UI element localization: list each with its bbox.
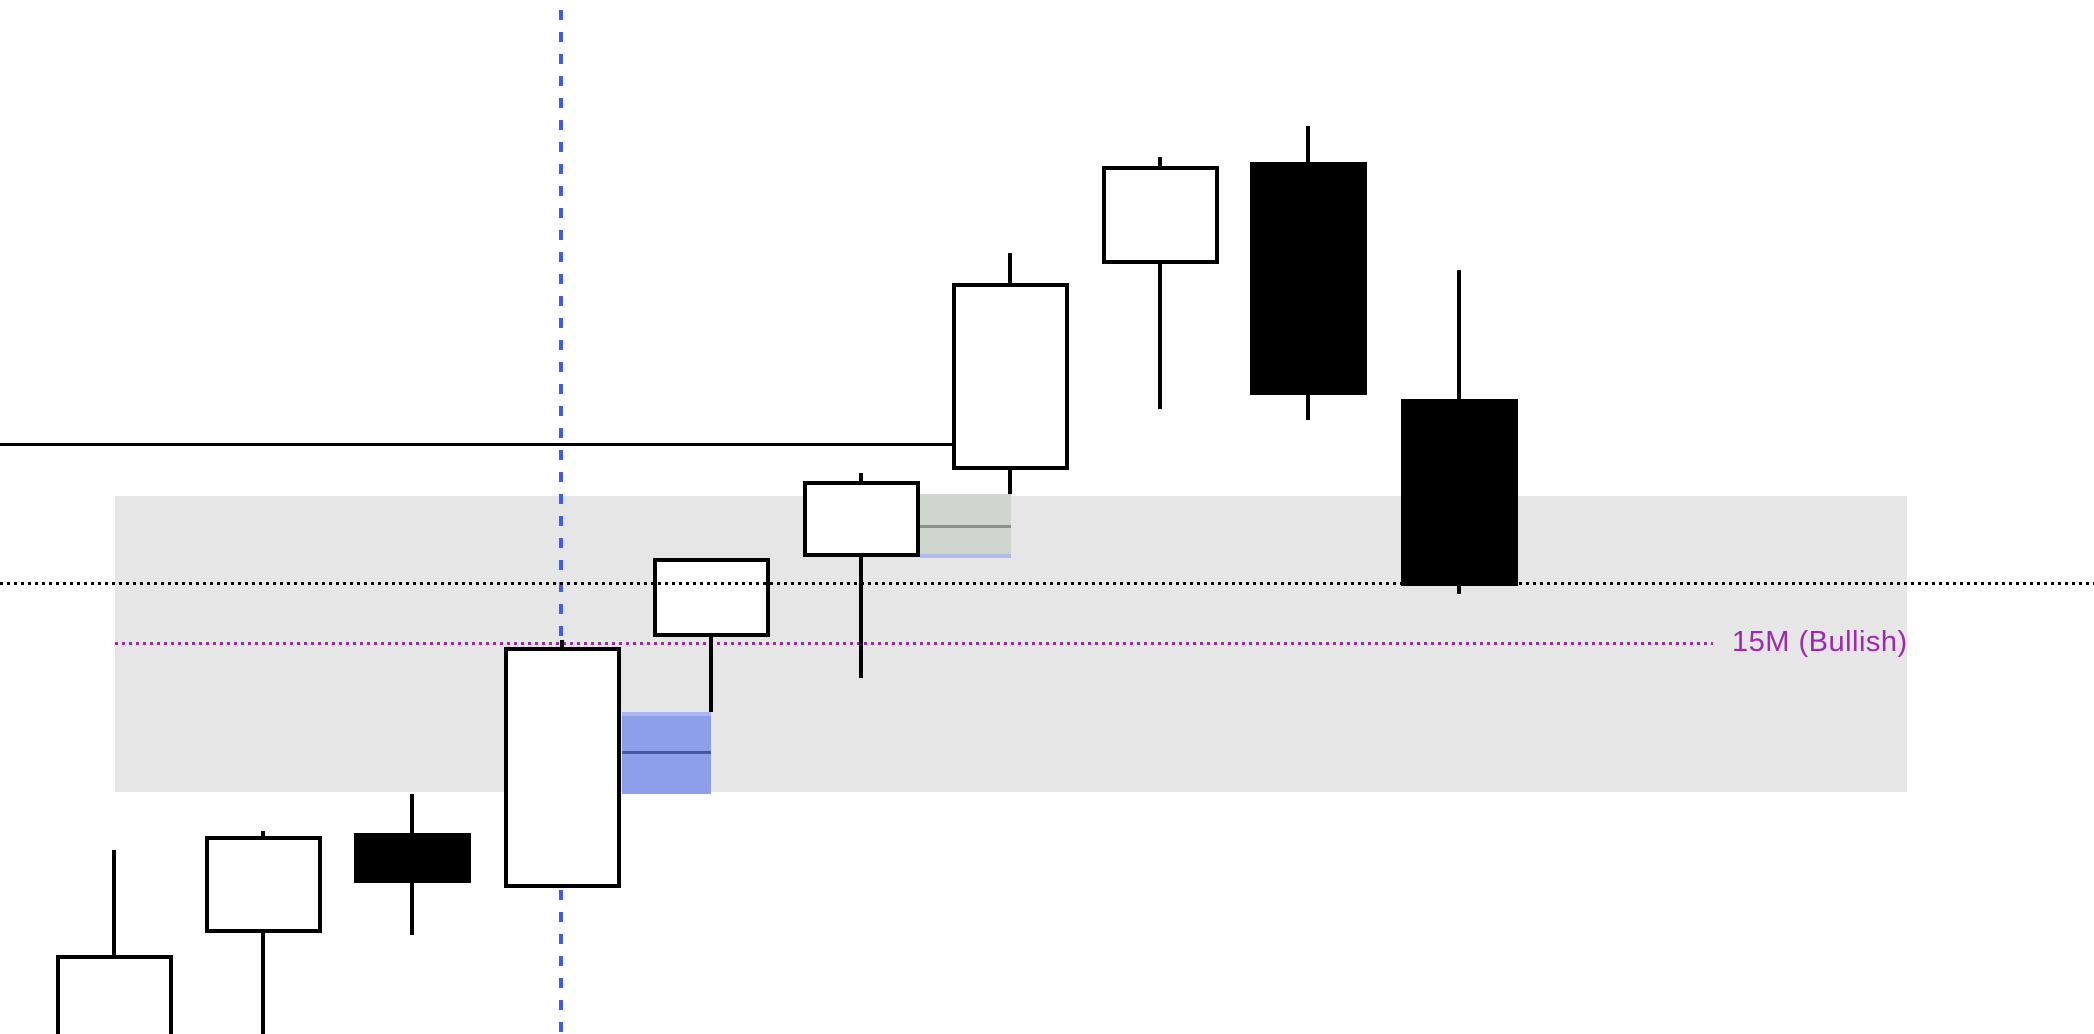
timeframe-bullish-label[interactable]: 15M (Bullish) — [1732, 626, 1908, 658]
fvg-zone-blue-edge — [622, 712, 711, 716]
candle-7-body — [952, 283, 1069, 470]
candle-5-body — [653, 558, 770, 637]
candle-9-body — [1250, 162, 1367, 395]
candle-6-body — [803, 481, 920, 557]
candle-3-body — [354, 833, 471, 883]
fvg-zone-blue — [622, 712, 711, 794]
candle-6-wick — [859, 473, 863, 678]
candle-8-body — [1102, 166, 1219, 264]
candle-2-body — [205, 836, 322, 933]
fvg-zone-green-edge — [920, 554, 1011, 558]
solid-ray-line[interactable] — [0, 443, 955, 446]
vertical-session-line[interactable] — [559, 10, 563, 1034]
bullish-level-line[interactable] — [115, 642, 1713, 645]
fvg-zone-green — [920, 494, 1011, 558]
candle-8-wick — [1158, 157, 1162, 409]
fvg-zone-blue-midline — [622, 751, 711, 754]
dotted-level-line[interactable] — [0, 582, 2094, 585]
candle-1-wick — [112, 850, 116, 1034]
candle-4-body — [504, 647, 621, 888]
candle-10-body — [1401, 399, 1518, 586]
fvg-zone-green-midline — [920, 525, 1011, 528]
candle-1-body — [56, 955, 173, 1034]
